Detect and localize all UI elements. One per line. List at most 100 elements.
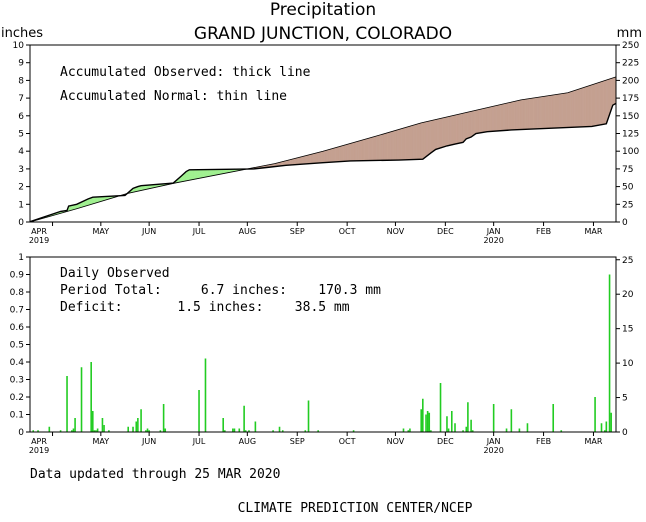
deficit-fill-segment — [291, 159, 293, 165]
deficit-fill-segment — [318, 152, 320, 163]
deficit-fill-segment — [412, 125, 414, 159]
daily-precip-bar — [465, 427, 467, 432]
deficit-fill-segment — [407, 127, 409, 160]
deficit-fill-segment — [489, 107, 491, 132]
y-right-tick-label: 5 — [622, 394, 628, 404]
deficit-fill-segment — [593, 84, 595, 126]
deficit-fill-segment — [503, 104, 505, 131]
y-tick-label: 0.4 — [10, 358, 25, 368]
deficit-fill-segment — [497, 105, 499, 131]
daily-precip-bar — [427, 411, 429, 432]
y-right-tick-label: 15 — [622, 325, 633, 335]
deficit-fill-segment — [473, 111, 475, 136]
deficit-fill-segment — [600, 82, 602, 125]
deficit-fill-segment — [545, 96, 547, 129]
month-label: JUN — [141, 437, 156, 446]
surplus-fill-segment — [201, 170, 203, 178]
deficit-fill-segment — [574, 90, 576, 127]
deficit-fill-segment — [342, 145, 344, 161]
deficit-fill-segment — [305, 155, 307, 164]
y-tick-label: 3 — [18, 165, 24, 175]
deficit-fill-segment — [326, 150, 328, 163]
deficit-fill-segment — [365, 139, 367, 161]
daily-precip-bar — [409, 429, 411, 433]
deficit-fill-segment — [333, 148, 335, 162]
daily-precip-bar — [135, 422, 137, 433]
deficit-fill-segment — [366, 138, 368, 160]
deficit-fill-segment — [358, 141, 360, 161]
surplus-fill-segment — [220, 169, 222, 174]
daily-precip-bar — [255, 422, 257, 433]
deficit-fill-segment — [310, 154, 312, 164]
deficit-fill-segment — [413, 125, 415, 160]
month-label: JUL — [192, 437, 206, 446]
deficit-fill-segment — [458, 114, 460, 143]
deficit-fill-segment — [420, 123, 422, 159]
daily-precip-bar — [446, 416, 448, 432]
deficit-fill-segment — [605, 80, 607, 124]
year-label: 2020 — [483, 236, 503, 245]
daily-precip-bar — [493, 404, 495, 432]
deficit-fill-segment — [589, 85, 591, 126]
deficit-fill-segment — [375, 136, 377, 160]
surplus-fill-segment — [217, 169, 219, 175]
y-tick-label: 0.7 — [10, 306, 24, 316]
daily-precip-bar — [440, 383, 442, 432]
month-label: DEC — [437, 437, 454, 446]
daily-precip-bar — [601, 423, 603, 432]
surplus-fill-segment — [209, 169, 211, 176]
deficit-fill-segment — [355, 142, 357, 161]
deficit-fill-segment — [507, 103, 509, 130]
deficit-fill-segment — [315, 153, 317, 163]
deficit-fill-segment — [602, 81, 604, 125]
month-label: SEP — [290, 437, 305, 446]
deficit-fill-segment — [418, 123, 420, 159]
deficit-fill-segment — [363, 139, 365, 160]
y-right-tick-label: 100 — [622, 147, 639, 157]
deficit-fill-segment — [457, 114, 459, 143]
surplus-fill-segment — [197, 170, 199, 179]
daily-precip-bar — [140, 409, 142, 432]
y-right-tick-label: 125 — [622, 130, 639, 140]
y-tick-label: 2 — [18, 183, 24, 193]
surplus-fill-segment — [199, 170, 201, 179]
deficit-fill-segment — [362, 140, 364, 161]
month-label: DEC — [437, 227, 454, 236]
deficit-fill-segment — [346, 144, 348, 161]
deficit-fill-segment — [532, 98, 534, 129]
y-tick-label: 8 — [18, 76, 24, 86]
daily-precip-bar — [308, 401, 310, 433]
daily-precip-bar — [420, 409, 422, 432]
daily-precip-bar — [506, 429, 508, 433]
deficit-fill-segment — [368, 138, 370, 161]
surplus-fill-segment — [215, 169, 217, 175]
surplus-fill-segment — [96, 197, 98, 203]
month-label: JAN — [486, 437, 501, 446]
surplus-fill-segment — [94, 197, 96, 203]
deficit-fill-segment — [357, 141, 359, 161]
deficit-fill-segment — [490, 107, 492, 132]
deficit-fill-segment — [378, 135, 380, 160]
y-tick-label: 0 — [18, 428, 24, 438]
deficit-fill-segment — [307, 155, 309, 164]
deficit-fill-segment — [294, 158, 296, 165]
y-right-tick-label: 150 — [622, 112, 639, 122]
deficit-fill-segment — [470, 111, 472, 137]
deficit-fill-segment — [536, 97, 538, 128]
deficit-fill-segment — [471, 111, 473, 137]
deficit-fill-segment — [527, 99, 529, 130]
daily-precip-bar — [454, 423, 456, 432]
deficit-fill-segment — [455, 115, 457, 144]
deficit-fill-segment — [354, 142, 356, 161]
month-label: APR — [31, 437, 47, 446]
deficit-fill-segment — [576, 90, 578, 128]
daily-precip-bar — [467, 402, 469, 432]
deficit-fill-segment — [395, 130, 397, 160]
deficit-fill-segment — [331, 148, 333, 162]
deficit-fill-segment — [547, 96, 549, 129]
y-tick-label: 0.3 — [10, 376, 24, 386]
daily-precip-bar — [243, 406, 245, 432]
daily-precip-bar — [164, 429, 166, 433]
y-right-tick-label: 75 — [622, 165, 633, 175]
